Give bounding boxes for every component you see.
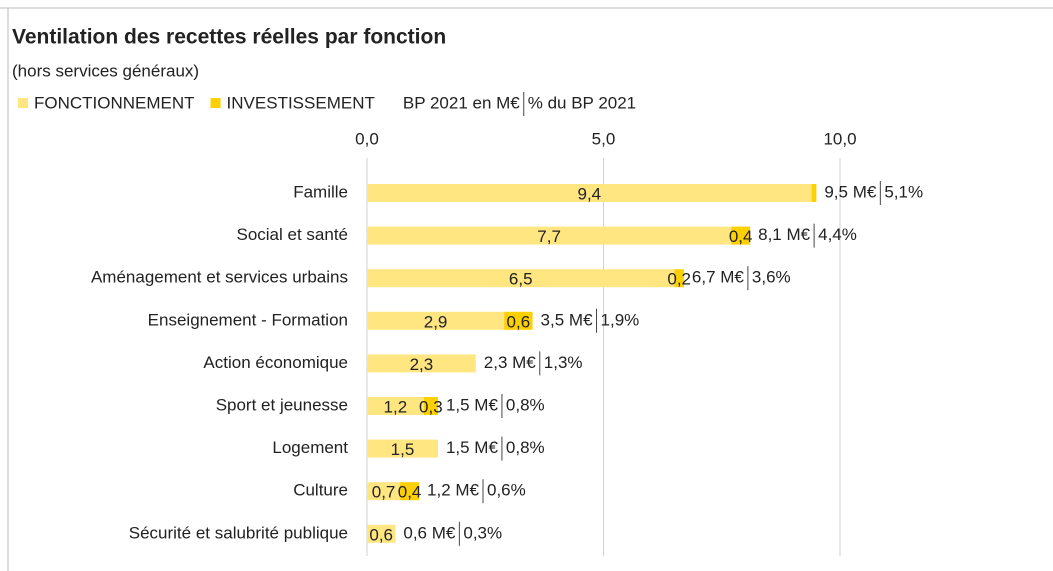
legend-swatch (210, 98, 221, 108)
total-label: 2,3 M€ (484, 353, 537, 372)
total-label: 6,7 M€ (692, 268, 745, 287)
share-label: 0,6% (487, 481, 526, 500)
legend-swatch (18, 98, 28, 108)
bar-segment (367, 226, 732, 245)
value-label: 9,4 (577, 184, 601, 203)
category-label: Sport et jeunesse (216, 395, 348, 414)
value-label: 2,3 (410, 355, 434, 374)
share-label: 0,8% (506, 438, 545, 457)
total-label: 1,2 M€ (427, 481, 480, 500)
value-label: 6,5 (509, 270, 533, 289)
x-tick-label: 5,0 (592, 129, 616, 148)
x-tick-label: 10,0 (823, 129, 856, 148)
value-label: 1,5 (391, 440, 415, 459)
category-label: Famille (293, 182, 348, 201)
bar-segment (367, 524, 396, 543)
category-label: Enseignement - Formation (148, 310, 348, 329)
value-label: 2,9 (424, 312, 448, 331)
share-label: 3,6% (752, 268, 791, 287)
share-label: 1,9% (601, 310, 640, 329)
category-label: Social et santé (236, 225, 348, 244)
bar-segment (504, 311, 533, 330)
value-label: 7,7 (537, 227, 561, 246)
bar-segment (400, 482, 420, 501)
value-label: 0,2 (667, 270, 691, 289)
value-label: 0,6 (507, 312, 531, 331)
chart-subtitle: (hors services généraux) (12, 61, 199, 80)
share-label: 5,1% (884, 182, 923, 201)
value-label: 0,3 (419, 397, 443, 416)
share-label: 4,4% (818, 225, 857, 244)
bar-segment (367, 439, 438, 458)
bar-segment (423, 397, 438, 415)
share-label: 0,3% (463, 523, 502, 542)
bar-segment (674, 269, 684, 288)
bar-segment (811, 184, 817, 202)
legend-note: BP 2021 en M€ (403, 93, 520, 112)
legend-label: INVESTISSEMENT (227, 93, 375, 112)
value-label: 1,2 (384, 397, 408, 416)
bar-segment (731, 226, 751, 245)
value-label: 0,4 (398, 483, 422, 502)
bar-segment (367, 397, 424, 415)
chart-title: Ventilation des recettes réelles par fon… (12, 26, 446, 49)
x-tick-label: 0,0 (355, 129, 379, 148)
total-label: 9,5 M€ (824, 182, 877, 201)
category-label: Action économique (203, 353, 348, 372)
bar-segment (367, 482, 401, 501)
category-label: Sécurité et salubrité publique (129, 523, 348, 542)
share-label: 1,3% (544, 353, 583, 372)
value-label: 0,7 (372, 483, 396, 502)
legend-note: % du BP 2021 (528, 93, 636, 112)
value-label: 0,4 (729, 227, 753, 246)
category-label: Logement (272, 438, 348, 457)
total-label: 0,6 M€ (403, 523, 456, 542)
bar-segment (367, 269, 675, 288)
share-label: 0,8% (506, 395, 545, 414)
legend-label: FONCTIONNEMENT (34, 93, 195, 112)
total-label: 3,5 M€ (541, 310, 594, 329)
bar-segment (367, 354, 476, 373)
bar-segment (367, 184, 812, 202)
bar-segment (367, 311, 505, 330)
total-label: 1,5 M€ (446, 395, 499, 414)
total-label: 1,5 M€ (446, 438, 499, 457)
category-label: Culture (293, 481, 348, 500)
total-label: 8,1 M€ (758, 225, 811, 244)
category-label: Aménagement et services urbains (91, 268, 348, 287)
value-label: 0,6 (369, 525, 393, 544)
